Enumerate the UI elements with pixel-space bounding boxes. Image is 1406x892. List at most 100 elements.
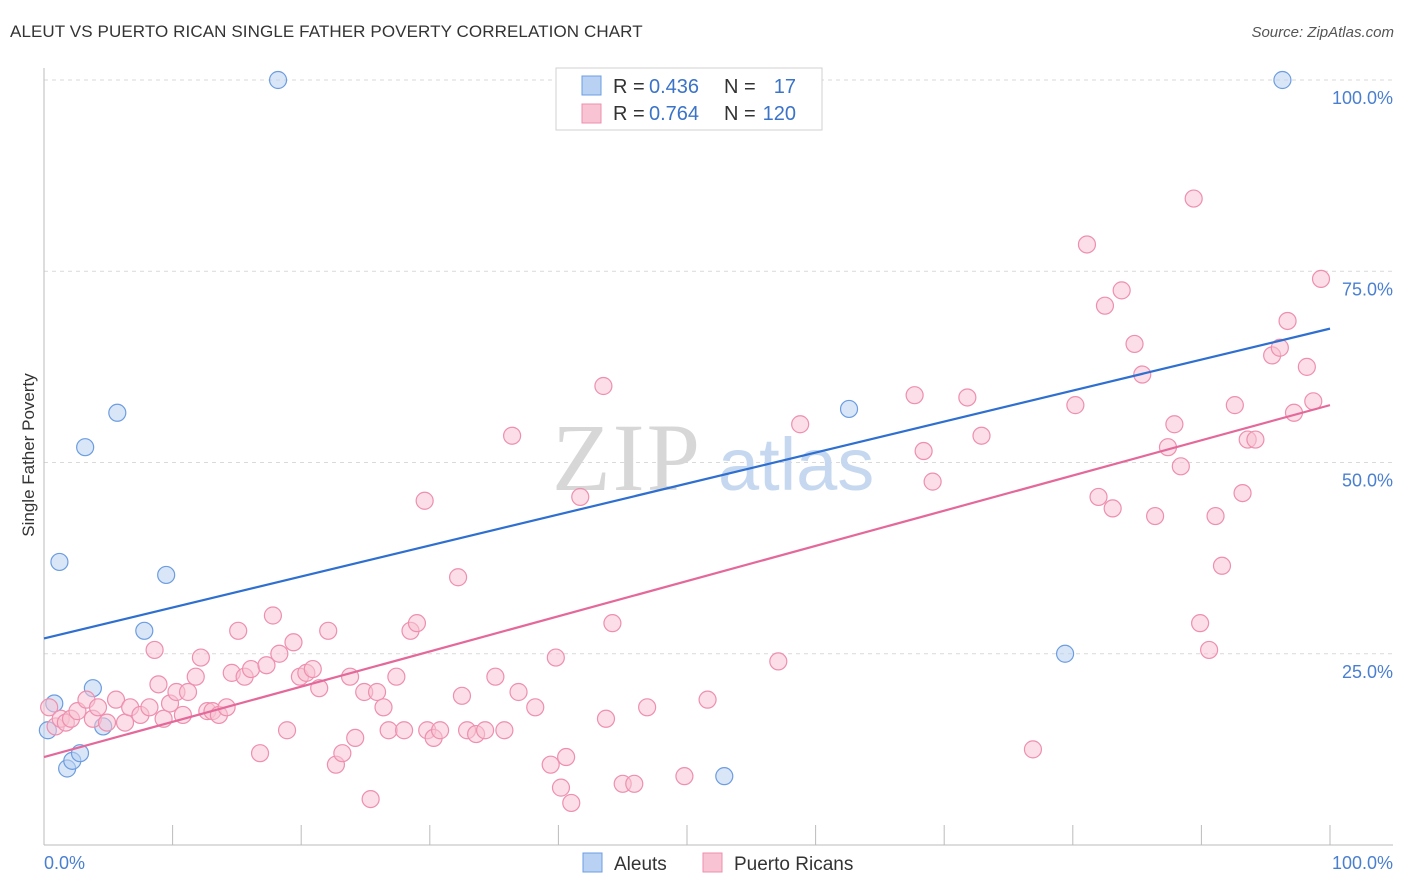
pr-point-68 [509, 682, 528, 702]
pr-point-64 [475, 721, 495, 740]
x-tick-label-right: 100.0% [1332, 853, 1393, 873]
pr-point-51 [379, 721, 398, 740]
pr-point-33 [257, 656, 276, 675]
pr-point-56 [415, 491, 434, 510]
pr-point-79 [625, 774, 644, 793]
aleut-legend-swatch [581, 75, 602, 96]
pr-point-61 [452, 686, 472, 705]
pr-point-76 [594, 376, 613, 396]
pr-point-49 [367, 682, 387, 702]
x-tick-label-left: 0.0% [44, 853, 85, 873]
pr-point-0 [40, 698, 59, 717]
pr-point-94 [1103, 499, 1122, 518]
pr-point-93 [1095, 296, 1115, 315]
trend-lines [43, 327, 1331, 759]
pr-point-67 [503, 426, 522, 445]
pr-point-88 [972, 426, 991, 445]
pr-point-60 [448, 568, 468, 587]
pr-point-117 [1311, 269, 1331, 288]
pr-point-91 [1077, 235, 1097, 254]
y-tick-label-100: 100.0% [1332, 88, 1393, 108]
pr-point-55 [407, 614, 427, 633]
pr-point-96 [1125, 334, 1144, 354]
aleut-point-14 [1055, 644, 1075, 663]
pr-point-84 [905, 386, 924, 405]
pr-point-66 [495, 721, 514, 740]
pr-point-16 [149, 675, 168, 694]
pr-point-108 [1233, 484, 1252, 503]
pr-point-80 [638, 698, 657, 717]
pr-point-119 [603, 614, 622, 633]
pr-point-87 [958, 388, 977, 407]
pr-point-110 [1246, 430, 1265, 449]
pr-point-101 [1171, 457, 1190, 476]
pr-point-105 [1206, 506, 1225, 526]
pr-trend-line [43, 404, 1331, 759]
aleut-point-13 [839, 399, 859, 419]
pr-point-90 [1066, 396, 1085, 415]
pr-point-106 [1212, 556, 1232, 575]
pr-point-113 [1278, 311, 1297, 331]
axes [43, 68, 1393, 846]
pr-point-73 [557, 747, 576, 767]
pr-point-21 [178, 682, 198, 702]
pr-point-32 [250, 744, 270, 763]
grid-lines [44, 79, 1392, 655]
pr-point-82 [769, 652, 788, 671]
pr-point-100 [1165, 415, 1184, 434]
pr-point-46 [346, 728, 365, 748]
pr-point-75 [571, 487, 590, 507]
pr-r-value: 0.764 [649, 103, 699, 125]
pr-point-52 [387, 667, 406, 686]
aleut-r-label: R = [613, 76, 645, 98]
pr-point-118 [675, 767, 694, 786]
pr-point-74 [562, 793, 581, 813]
pr-point-71 [546, 648, 565, 667]
stats-legend: R = 0.436 N = 17 R = 0.764 N = 120 [555, 67, 823, 131]
pr-point-22 [186, 667, 205, 686]
pr-point-37 [284, 633, 303, 652]
y-tick-label-25: 25.0% [1342, 662, 1393, 682]
pr-point-81 [698, 690, 717, 709]
y-tick-label-50: 50.0% [1342, 471, 1393, 491]
aleut-point-9 [108, 403, 127, 422]
aleut-n-label: N = [724, 76, 756, 98]
aleut-point-11 [157, 565, 176, 585]
pr-point-34 [263, 606, 283, 625]
pr-point-70 [541, 755, 560, 774]
pr-point-11 [115, 713, 135, 732]
pr-point-102 [1184, 189, 1203, 208]
pr-n-value: 120 [763, 103, 796, 125]
y-axis-title: Single Father Poverty [19, 373, 38, 537]
pr-point-72 [551, 778, 571, 797]
puerto-rican-points [40, 189, 1331, 813]
pr-point-98 [1146, 506, 1165, 526]
pr-point-29 [229, 621, 248, 640]
pr-point-36 [277, 721, 297, 740]
pr-point-8 [88, 698, 108, 717]
pr-point-103 [1191, 614, 1210, 633]
pr-n-label: N = [724, 103, 756, 125]
pr-point-15 [145, 640, 164, 660]
pr-point-10 [106, 690, 126, 709]
watermark-atlas: atlas [718, 423, 874, 506]
source-label: Source: ZipAtlas.com [1251, 24, 1394, 41]
aleuts-legend-label: Aleuts [614, 854, 667, 875]
pr-point-115 [1297, 357, 1316, 376]
pr-point-83 [791, 415, 810, 434]
pr-point-65 [486, 667, 505, 686]
pr-point-42 [319, 621, 338, 640]
pr-point-50 [374, 698, 393, 717]
aleut-trend-line [43, 327, 1331, 640]
aleut-point-6 [76, 438, 95, 457]
pr-point-40 [303, 659, 322, 679]
pr-point-69 [526, 698, 545, 717]
pr-legend-swatch [581, 103, 602, 124]
pr-point-9 [97, 713, 117, 732]
chart-title: ALEUT VS PUERTO RICAN SINGLE FATHER POVE… [10, 22, 643, 41]
pr-point-53 [394, 721, 414, 740]
pr-point-35 [270, 644, 289, 663]
pr-point-14 [140, 698, 159, 717]
puerto-ricans-swatch [702, 852, 723, 873]
